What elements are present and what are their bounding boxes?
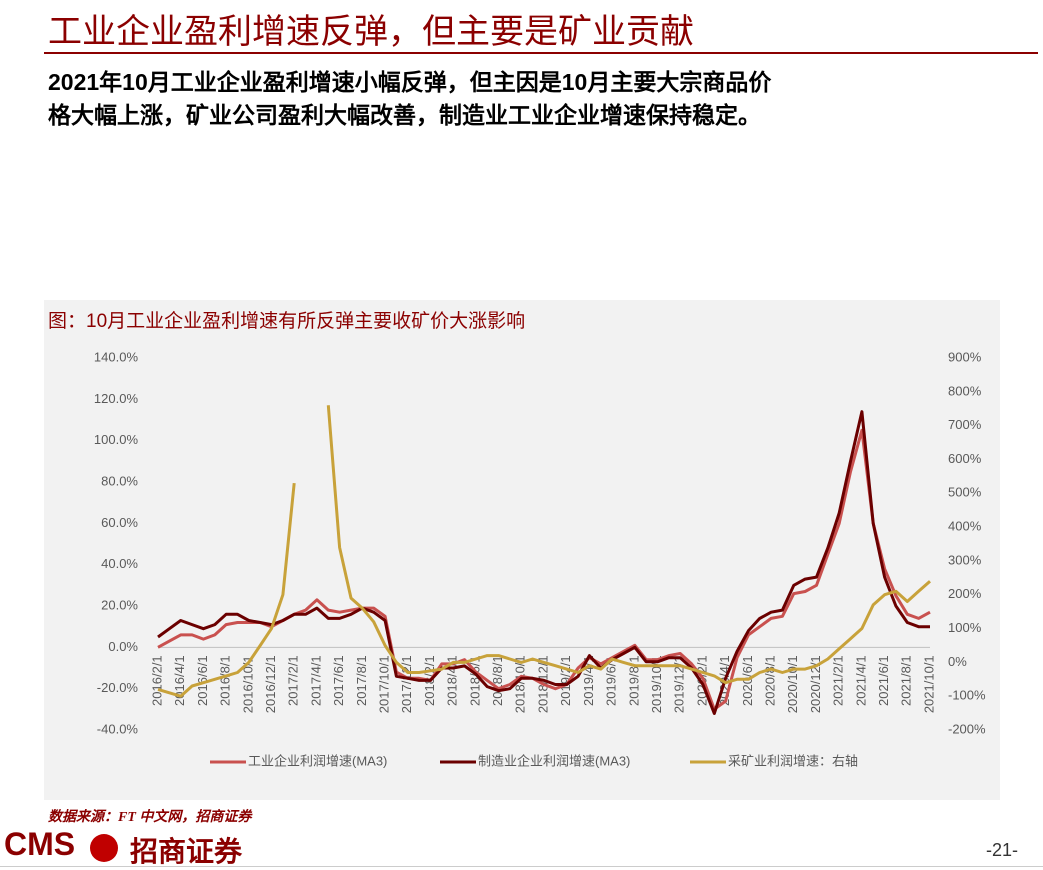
x-tick-label: 2017/8/1: [354, 655, 369, 706]
y2-tick-label: 100%: [948, 620, 982, 635]
y-tick-label: 100.0%: [94, 432, 139, 447]
x-tick-label: 2021/10/1: [921, 655, 936, 713]
y2-tick-label: 900%: [948, 349, 982, 364]
y2-tick-label: -200%: [948, 721, 986, 736]
x-tick-label: 2019/8/1: [626, 655, 641, 706]
x-tick-label: 2017/6/1: [331, 655, 346, 706]
body-line: 格大幅上涨，矿业公司盈利大幅改善，制造业工业企业增速保持稳定。: [48, 102, 761, 128]
legend-label: 采矿业利润增速：右轴: [728, 753, 858, 768]
y-tick-label: 20.0%: [101, 597, 138, 612]
x-tick-label: 2021/6/1: [876, 655, 891, 706]
y2-tick-label: 0%: [948, 654, 967, 669]
x-tick-label: 2020/10/1: [785, 655, 800, 713]
y2-tick-label: 500%: [948, 485, 982, 500]
x-tick-label: 2021/2/1: [831, 655, 846, 706]
source: 数据来源：FT 中文网，招商证券: [48, 810, 252, 825]
x-tick-label: 2016/10/1: [240, 655, 255, 713]
y2-tick-label: 300%: [948, 552, 982, 567]
x-tick-label: 2016/8/1: [218, 655, 233, 706]
logo: CMS: [4, 826, 76, 862]
x-tick-label: 2020/8/1: [762, 655, 777, 706]
x-tick-label: 2017/2/1: [286, 655, 301, 706]
x-tick-label: 2016/12/1: [263, 655, 278, 713]
y-tick-label: -20.0%: [97, 680, 139, 695]
legend-label: 制造业企业利润增速(MA3): [478, 753, 630, 768]
x-tick-label: 2021/8/1: [899, 655, 914, 706]
chart-panel: [44, 300, 1000, 800]
y-tick-label: 140.0%: [94, 349, 139, 364]
x-tick-label: 2017/4/1: [308, 655, 323, 706]
logo-mark: [90, 834, 118, 862]
y-tick-label: 60.0%: [101, 515, 138, 530]
x-tick-label: 2021/4/1: [853, 655, 868, 706]
x-tick-label: 2020/12/1: [808, 655, 823, 713]
x-tick-label: 2017/12/1: [399, 655, 414, 713]
x-tick-label: 2016/6/1: [195, 655, 210, 706]
body-text: 2021年10月工业企业盈利增速小幅反弹，但主因是10月主要大宗商品价 格大幅上…: [48, 66, 771, 132]
y2-tick-label: 200%: [948, 586, 982, 601]
y-tick-label: 0.0%: [108, 639, 138, 654]
series-line: [157, 410, 930, 715]
y2-tick-label: 600%: [948, 451, 982, 466]
body-line: 2021年10月工业企业盈利增速小幅反弹，但主因是10月主要大宗商品价: [48, 69, 772, 95]
x-tick-label: 2019/10/1: [649, 655, 664, 713]
title-rule: [44, 52, 1038, 54]
x-tick-label: 2016/4/1: [172, 655, 187, 706]
y-tick-label: 80.0%: [101, 473, 138, 488]
y2-tick-label: 700%: [948, 417, 982, 432]
y-tick-label: -40.0%: [97, 721, 139, 736]
x-tick-label: 2018/8/1: [490, 655, 505, 706]
y-tick-label: 40.0%: [101, 556, 138, 571]
footer-rule: [0, 866, 1043, 867]
x-tick-label: 2017/10/1: [376, 655, 391, 713]
y2-tick-label: -100%: [948, 688, 986, 703]
page-number: -21-: [986, 840, 1019, 860]
x-tick-label: 2019/6/1: [604, 655, 619, 706]
x-tick-label: 2016/2/1: [149, 655, 164, 706]
slide-title: 工业企业盈利增速反弹，但主要是矿业贡献: [48, 14, 694, 51]
x-tick-label: 2019/12/1: [672, 655, 687, 713]
chart-title: 图：10月工业企业盈利增速有所反弹主要收矿价大涨影响: [48, 311, 526, 332]
y2-tick-label: 800%: [948, 383, 982, 398]
series-line: [157, 405, 931, 698]
brand: 招商证券: [130, 837, 243, 868]
x-tick-label: 2018/10/1: [513, 655, 528, 713]
y-tick-label: 120.0%: [94, 391, 139, 406]
legend-label: 工业企业利润增速(MA3): [248, 753, 387, 768]
y2-tick-label: 400%: [948, 519, 982, 534]
